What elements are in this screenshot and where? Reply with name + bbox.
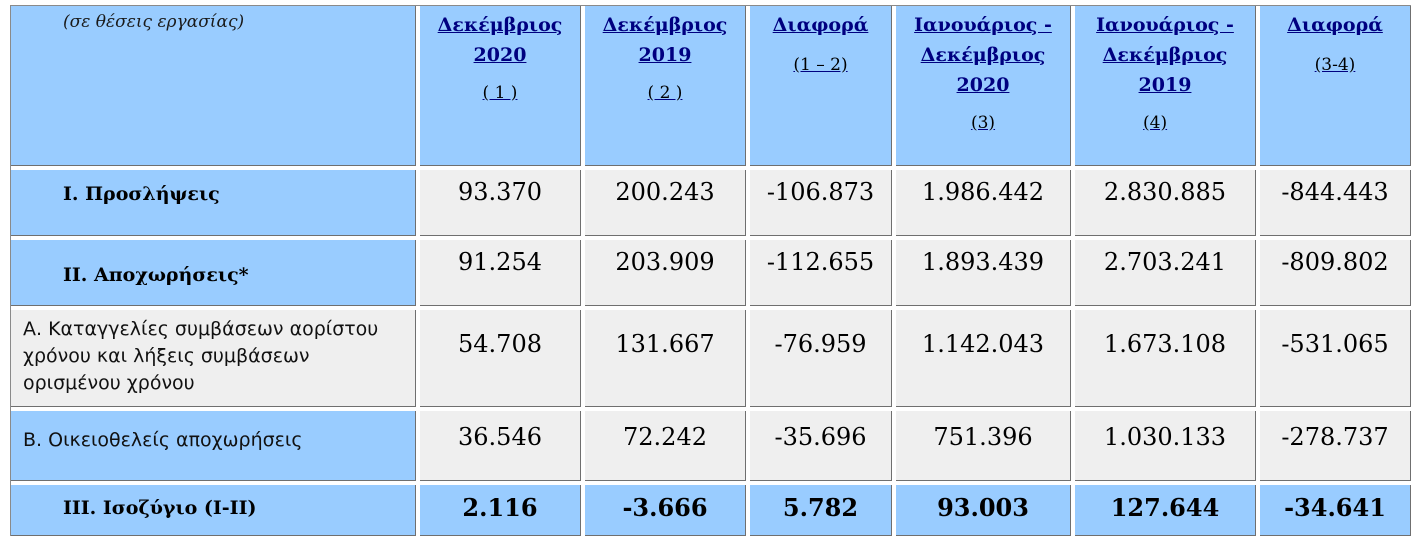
table-cell: -809.802 [1260,240,1411,306]
row-label-dismissals: Α. Καταγγελίες συμβάσεων αορίστου χρόνου… [11,310,416,407]
header-line: Δεκέμβριος [1102,44,1228,66]
header-line: 2019 [638,44,692,66]
row-label-text: I. Προσλήψεις [63,183,220,205]
table-cell: -35.696 [750,411,892,481]
header-line: Διαφορά [1287,14,1383,36]
table-cell: 131.667 [585,310,746,407]
header-dec-2020: Δεκέμβριος 2020 ( 1 ) [420,6,581,166]
row-label-hirings: I. Προσλήψεις [11,170,416,236]
header-diff-3-4: Διαφορά (3-4) [1260,6,1411,166]
header-line: Δεκέμβριος [602,14,728,36]
table-cell: 751.396 [896,411,1071,481]
table-cell: 1.986.442 [896,170,1071,236]
employment-flows-table: (σε θέσεις εργασίας) Δεκέμβριος 2020 ( 1… [10,5,1411,536]
units-note: (σε θέσεις εργασίας) [63,12,245,32]
header-jan-dec-2019: Ιανουάριος - Δεκέμβριος 2019 (4) [1075,6,1256,166]
table-cell: 5.782 [750,485,892,536]
header-line: 2019 [1138,74,1192,96]
header-index: (3) [970,113,996,133]
row-label-line: ορισμένου χρόνου [23,372,195,394]
table-cell: -76.959 [750,310,892,407]
header-dec-2019: Δεκέμβριος 2019 ( 2 ) [585,6,746,166]
header-line: Ιανουάριος - [914,14,1052,36]
table-cell: -278.737 [1260,411,1411,481]
header-index: ( 2 ) [647,83,683,103]
header-note-cell: (σε θέσεις εργασίας) [11,6,416,166]
row-label-text: III. Ισοζύγιο (I-II) [63,497,257,519]
header-line: 2020 [956,74,1010,96]
header-line: Ιανουάριος - [1096,14,1234,36]
table-cell: 127.644 [1075,485,1256,536]
header-index: (3-4) [1314,55,1356,75]
table-cell: 1.673.108 [1075,310,1256,407]
header-line: Δεκέμβριος [920,44,1046,66]
header-line: Διαφορά [772,14,869,36]
row-label-voluntary: Β. Οικειοθελείς αποχωρήσεις [11,411,416,481]
table-cell: -3.666 [585,485,746,536]
table-cell: 2.703.241 [1075,240,1256,306]
row-label-balance: III. Ισοζύγιο (I-II) [11,485,416,536]
table-cell: -531.065 [1260,310,1411,407]
table-cell: -844.443 [1260,170,1411,236]
row-label-line: Α. Καταγγελίες συμβάσεων αορίστου [23,318,379,340]
table-cell: -34.641 [1260,485,1411,536]
table-cell: 91.254 [420,240,581,306]
header-index: (4) [1143,113,1168,133]
table-cell: -106.873 [750,170,892,236]
table-cell: 54.708 [420,310,581,407]
table-cell: 203.909 [585,240,746,306]
table-cell: 93.370 [420,170,581,236]
table-cell: 200.243 [585,170,746,236]
row-label-line: χρόνου και λήξεις συμβάσεων [23,345,310,367]
table-cell: 2.830.885 [1075,170,1256,236]
table-cell: 1.893.439 [896,240,1071,306]
row-label-departures: II. Αποχωρήσεις* [11,240,416,306]
table-cell: 36.546 [420,411,581,481]
row-label-text: II. Αποχωρήσεις* [63,264,249,286]
table-cell: 93.003 [896,485,1071,536]
row-label-text: Β. Οικειοθελείς αποχωρήσεις [23,429,303,451]
header-index: (1 – 2) [793,55,848,75]
table-cell: -112.655 [750,240,892,306]
header-index: ( 1 ) [482,83,518,103]
header-line: Δεκέμβριος [437,14,563,36]
table-cell: 72.242 [585,411,746,481]
table-cell: 1.030.133 [1075,411,1256,481]
header-jan-dec-2020: Ιανουάριος - Δεκέμβριος 2020 (3) [896,6,1071,166]
table-cell: 2.116 [420,485,581,536]
header-line: 2020 [473,44,527,66]
table-cell: 1.142.043 [896,310,1071,407]
header-diff-1-2: Διαφορά (1 – 2) [750,6,892,166]
